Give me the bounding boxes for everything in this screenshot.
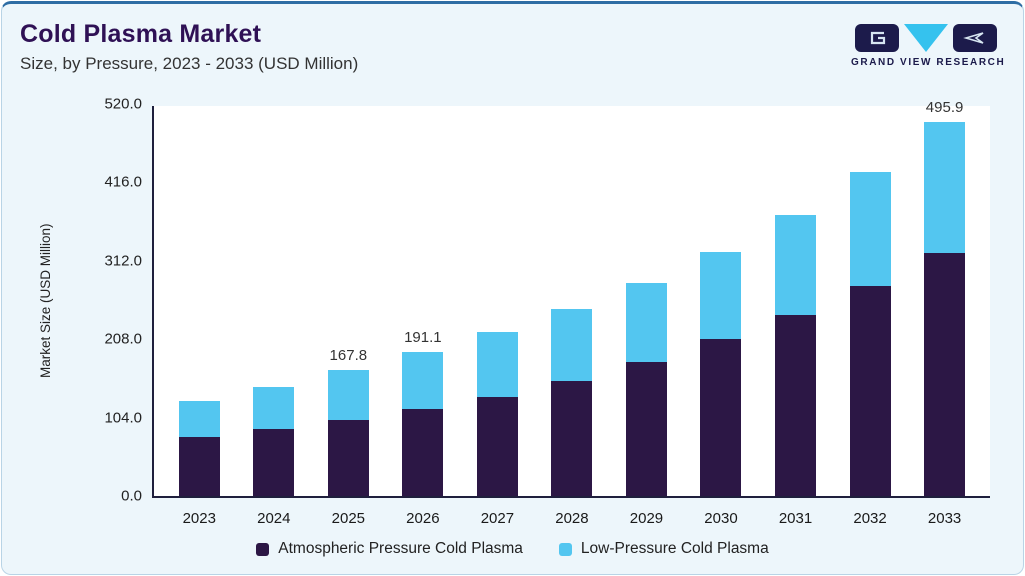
y-tick-label: 208.0 [104, 330, 142, 348]
bar-column: 2031 [775, 214, 817, 527]
logo-triangle-icon [904, 24, 948, 52]
bar-segment-atmospheric [402, 409, 444, 496]
legend-item: Low-Pressure Cold Plasma [558, 540, 769, 558]
legend-item: Atmospheric Pressure Cold Plasma [256, 540, 523, 558]
bar-segment-atmospheric [551, 380, 593, 496]
x-axis-label: 2032 [853, 510, 887, 527]
bar-segment-atmospheric [849, 286, 891, 496]
page-title: Cold Plasma Market [20, 20, 262, 48]
x-axis-label: 2026 [406, 510, 440, 527]
bar-segment-low-pressure [849, 171, 891, 287]
bar-column: 495.9 2033 [924, 99, 966, 527]
bar-segment-low-pressure [327, 369, 369, 420]
y-tick-label: 0.0 [121, 487, 142, 505]
bar-segment-low-pressure [924, 122, 966, 254]
logo-arrow-icon [953, 24, 997, 52]
legend-label: Atmospheric Pressure Cold Plasma [278, 540, 523, 557]
x-axis-label: 2024 [257, 510, 291, 527]
bar-column: 2028 [551, 309, 593, 527]
bar-segment-atmospheric [625, 361, 667, 496]
bar-column: 2032 [849, 171, 891, 527]
logo-shapes [851, 24, 1001, 52]
bar-segment-low-pressure [476, 332, 518, 397]
bar-column: 191.1 2026 [402, 328, 444, 527]
y-axis-title: Market Size (USD Million) [38, 223, 53, 379]
bar-column: 2024 [253, 386, 295, 527]
x-axis-label: 2023 [182, 510, 216, 527]
x-axis-label: 2030 [704, 510, 738, 527]
bar-column: 167.8 2025 [327, 346, 369, 527]
bar-total-label: 495.9 [925, 99, 964, 117]
y-tick-label: 416.0 [104, 173, 142, 191]
x-axis-label: 2027 [480, 510, 515, 527]
y-tick-label: 520.0 [104, 95, 142, 113]
bar-total-label: 191.1 [404, 328, 442, 346]
logo-g-icon [855, 24, 899, 52]
bar-column: 2029 [625, 282, 667, 527]
grand-view-research-logo: GRAND VIEW RESEARCH [851, 24, 1006, 68]
bars: 2023 2024 167.8 2025 191.1 2026 2027 2028 2029 20… [154, 99, 990, 527]
page-subtitle: Size, by Pressure, 2023 - 2033 (USD Mill… [20, 54, 359, 73]
x-axis-label: 2031 [778, 510, 813, 527]
bar-segment-low-pressure [253, 386, 295, 429]
bar-segment-atmospheric [178, 437, 220, 496]
legend-swatch [256, 542, 270, 556]
bar-segment-low-pressure [178, 401, 220, 438]
bar-segment-atmospheric [924, 253, 966, 496]
bar-segment-low-pressure [551, 309, 593, 381]
bar-column: 2023 [178, 401, 220, 527]
x-axis-label: 2028 [555, 510, 589, 527]
x-axis-label: 2029 [629, 510, 664, 527]
legend-swatch [558, 542, 572, 556]
bar-column: 2027 [476, 332, 518, 527]
bar-segment-atmospheric [476, 396, 518, 496]
bar-segment-atmospheric [775, 315, 817, 496]
bar-segment-low-pressure [700, 251, 742, 340]
logo-arrow-glyph [963, 32, 984, 44]
y-tick-label: 104.0 [104, 409, 142, 427]
legend: Atmospheric Pressure Cold Plasma Low-Pres… [2, 540, 1023, 558]
bar-segment-atmospheric [327, 419, 369, 496]
logo-wordmark: GRAND VIEW RESEARCH [851, 57, 1006, 68]
legend-label: Low-Pressure Cold Plasma [580, 540, 769, 557]
plot-area: Market Size (USD Million) 0.0 104.0 208.0 3… [38, 96, 990, 527]
bar-column: 2030 [700, 251, 742, 527]
bar-total-label: 167.8 [329, 346, 368, 364]
bar-segment-atmospheric [253, 428, 295, 496]
y-tick-label: 312.0 [104, 252, 142, 270]
logo-g-glyph [870, 31, 886, 45]
x-axis-label: 2025 [331, 510, 366, 527]
x-axis-label: 2033 [927, 510, 962, 527]
bar-segment-low-pressure [775, 214, 817, 316]
bar-segment-low-pressure [402, 351, 444, 410]
bar-segment-atmospheric [700, 339, 742, 496]
bar-segment-low-pressure [625, 282, 667, 362]
chart-header: Cold Plasma Market Size, by Pressure, 20… [20, 20, 358, 74]
